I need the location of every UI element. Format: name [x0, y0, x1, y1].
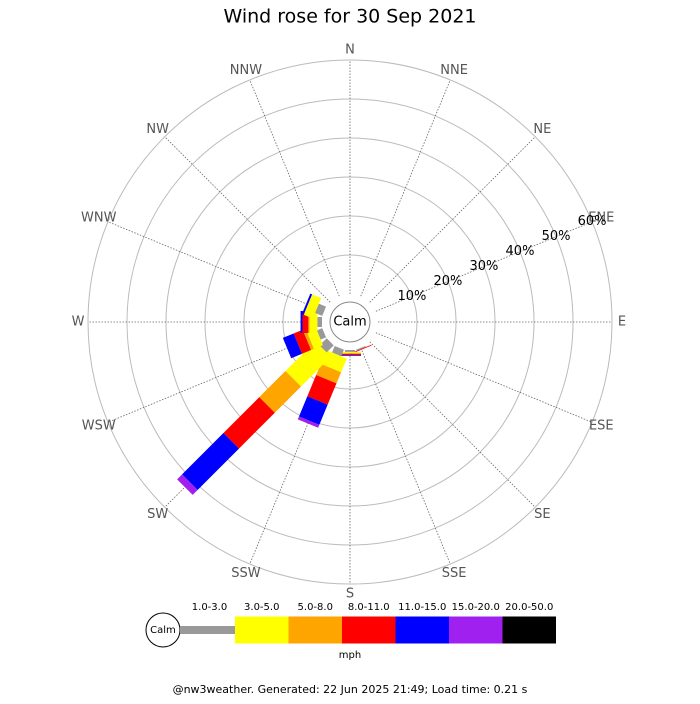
wind-bar	[316, 363, 342, 384]
wind-bar	[339, 353, 361, 356]
direction-label: NNE	[440, 63, 468, 78]
legend-calm-label: Calm	[150, 625, 176, 636]
spoke	[164, 136, 331, 303]
legend-label: 5.0-8.0	[298, 602, 333, 613]
footer: @nw3weather. Generated: 22 Jun 2025 21:4…	[173, 683, 528, 696]
calm-circle	[329, 301, 371, 343]
legend-swatch	[449, 616, 503, 644]
spoke	[107, 221, 325, 312]
legend-swatch	[235, 616, 289, 644]
legend-swatch	[342, 616, 396, 644]
direction-label: WSW	[82, 419, 116, 434]
spoke	[249, 79, 340, 297]
spoke	[369, 136, 536, 303]
wind-bar	[307, 375, 337, 405]
legend-swatch	[395, 616, 449, 644]
wind-bar	[182, 433, 239, 490]
direction-label: ESE	[589, 419, 614, 434]
direction-label: NE	[533, 122, 551, 137]
wind-bar	[259, 370, 302, 413]
direction-label: S	[346, 587, 354, 602]
legend-label: 1.0-3.0	[192, 602, 227, 613]
wind-bar	[316, 328, 327, 340]
direction-label: E	[618, 315, 626, 330]
calm-label: Calm	[333, 315, 366, 330]
wind-bar	[303, 294, 322, 319]
direction-label: WNW	[81, 210, 117, 225]
direction-label: SW	[147, 507, 168, 522]
ring-label: 10%	[397, 289, 426, 304]
wind-bar	[297, 416, 320, 428]
legend-swatch	[502, 616, 556, 644]
wind-bar	[302, 328, 314, 351]
ring-label: 30%	[470, 259, 499, 274]
unit-label: mph	[339, 650, 361, 661]
direction-label: ENE	[588, 210, 614, 225]
direction-label: N	[345, 43, 355, 58]
legend-label: 3.0-5.0	[244, 602, 279, 613]
chart-title: Wind rose for 30 Sep 2021	[223, 6, 476, 28]
wind-bar	[331, 345, 344, 357]
legend-label: 8.0-11.0	[348, 602, 390, 613]
wind-bar	[177, 474, 198, 495]
wind-bar	[317, 317, 323, 327]
ring-label: 60%	[578, 214, 607, 229]
wind-bar	[351, 344, 372, 354]
direction-label: W	[72, 315, 85, 330]
direction-label: NNW	[230, 63, 262, 78]
spoke	[369, 341, 536, 508]
legend-swatch	[288, 616, 342, 644]
direction-label: SSE	[442, 566, 467, 581]
legend-label: 15.0-20.0	[452, 602, 500, 613]
wind-bar	[356, 345, 366, 351]
direction-label: NW	[146, 122, 169, 137]
wind-bar	[298, 396, 328, 425]
ring-label: 40%	[506, 244, 535, 259]
spoke	[375, 221, 593, 312]
wind-bar	[339, 353, 361, 354]
wind-bar	[293, 329, 312, 354]
wind-bar	[315, 303, 327, 316]
spoke	[375, 332, 593, 423]
wind-bar	[285, 341, 331, 387]
wind-bar	[301, 293, 313, 315]
direction-label: SE	[534, 507, 550, 522]
wind-bar	[223, 397, 275, 449]
wind-bar	[300, 311, 303, 333]
wind-bar	[339, 355, 361, 356]
spoke	[360, 347, 451, 565]
ring	[87, 59, 613, 585]
wind-bar	[345, 350, 355, 352]
direction-label: SSW	[231, 566, 261, 581]
legend-label: 11.0-15.0	[398, 602, 446, 613]
legend-swatch	[180, 626, 235, 634]
legend-label: 20.0-50.0	[505, 602, 553, 613]
wind-bar	[319, 338, 334, 353]
wind-bar	[282, 333, 303, 359]
wind-bar	[339, 351, 361, 354]
spoke	[360, 79, 451, 297]
ring-label: 20%	[433, 274, 462, 289]
wind-bar	[302, 311, 309, 333]
ring-label: 50%	[542, 229, 571, 244]
